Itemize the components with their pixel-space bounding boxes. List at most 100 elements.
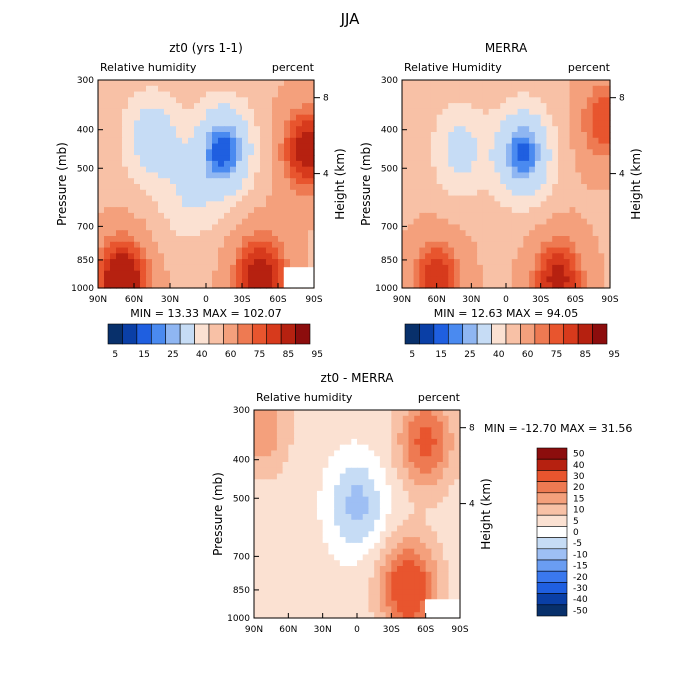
heat-cell <box>569 253 576 260</box>
heat-cell <box>500 241 507 249</box>
heat-cell <box>581 270 588 278</box>
heat-cell <box>362 566 370 573</box>
heat-cell <box>212 253 219 260</box>
heat-cell <box>425 531 432 538</box>
heat-cell <box>276 589 284 596</box>
heat-cell <box>454 241 461 249</box>
heat-cell <box>288 438 295 446</box>
heat-cell <box>425 85 432 93</box>
heat-cell <box>407 270 415 278</box>
heat-cell <box>448 589 455 596</box>
heat-cell <box>569 259 576 266</box>
heat-cell <box>546 184 553 191</box>
heat-cell <box>188 247 195 254</box>
heat-cell <box>188 212 195 220</box>
heat-cell <box>402 571 410 579</box>
heat-cell <box>278 201 285 208</box>
heat-cell <box>374 467 381 475</box>
heat-cell <box>351 537 358 544</box>
heat-cell <box>575 218 582 226</box>
heat-cell <box>592 189 600 197</box>
heat-cell <box>368 612 375 619</box>
heat-cell <box>523 282 530 289</box>
heat-cell <box>431 577 438 584</box>
heat-cell <box>236 166 243 174</box>
heat-cell <box>276 514 284 521</box>
heat-cell <box>529 189 536 197</box>
heat-cell <box>322 444 329 452</box>
heat-cell <box>454 172 461 179</box>
heat-cell <box>170 132 177 139</box>
heat-cell <box>357 462 364 469</box>
heat-cell <box>546 80 553 87</box>
heat-cell <box>488 137 496 145</box>
heat-cell <box>442 184 449 191</box>
heat-cell <box>448 195 455 202</box>
heat-cell <box>98 91 105 98</box>
heat-cell <box>299 421 307 428</box>
heat-cell <box>534 236 542 243</box>
heat-cell <box>128 143 135 150</box>
heat-cell <box>176 189 183 197</box>
heat-cell <box>471 218 478 226</box>
heat-cell <box>116 230 123 237</box>
heat-cell <box>540 120 548 127</box>
heat-cell <box>465 160 472 168</box>
heat-cell <box>379 427 387 434</box>
heat-cell <box>276 410 284 417</box>
heat-cell <box>402 560 410 567</box>
heat-cell <box>299 415 307 423</box>
heat-cell <box>242 126 249 133</box>
heat-cell <box>374 537 381 544</box>
heat-cell <box>339 462 347 469</box>
heat-cell <box>454 97 461 104</box>
heat-cell <box>316 583 324 590</box>
heat-cell <box>296 108 303 116</box>
heat-cell <box>242 91 249 98</box>
x-tick-label: 90N <box>393 295 411 305</box>
heat-cell <box>339 444 347 452</box>
heat-cell <box>523 160 530 168</box>
heat-cell <box>391 467 398 475</box>
heat-cell <box>454 108 461 116</box>
heat-cell <box>272 155 279 162</box>
heat-cell <box>134 276 141 283</box>
heat-cell <box>266 178 273 185</box>
heat-cell <box>254 566 261 573</box>
heat-cell <box>254 241 261 249</box>
heat-cell <box>212 132 219 139</box>
heat-cell <box>546 253 553 260</box>
heat-cell <box>357 508 364 515</box>
heat-cell <box>379 410 387 417</box>
heat-cell <box>259 519 267 527</box>
heat-cell <box>305 560 312 567</box>
heat-cell <box>604 224 611 231</box>
heat-cell <box>334 554 341 561</box>
heat-cell <box>294 450 301 457</box>
heat-cell <box>575 282 582 289</box>
heat-cell <box>248 80 255 87</box>
heat-cell <box>266 218 273 226</box>
heat-cell <box>334 560 341 567</box>
heat-cell <box>299 571 307 579</box>
heat-cell <box>116 259 123 266</box>
heat-cell <box>218 195 225 202</box>
heat-cell <box>523 184 530 191</box>
heat-cell <box>345 433 352 440</box>
heat-cell <box>494 276 501 283</box>
heat-cell <box>379 479 387 486</box>
heat-cell <box>248 137 255 145</box>
heat-cell <box>254 427 261 434</box>
heat-cell <box>379 571 387 579</box>
heat-cell <box>552 97 559 104</box>
heat-cell <box>260 103 267 110</box>
heat-cell <box>276 542 284 550</box>
heat-cell <box>140 85 147 93</box>
heat-cell <box>334 427 341 434</box>
heat-cell <box>266 241 273 249</box>
heat-cell <box>448 259 455 266</box>
heat-cell <box>436 253 444 260</box>
heat-cell <box>128 160 135 168</box>
heat-cell <box>425 270 432 278</box>
heat-cell <box>278 282 285 289</box>
